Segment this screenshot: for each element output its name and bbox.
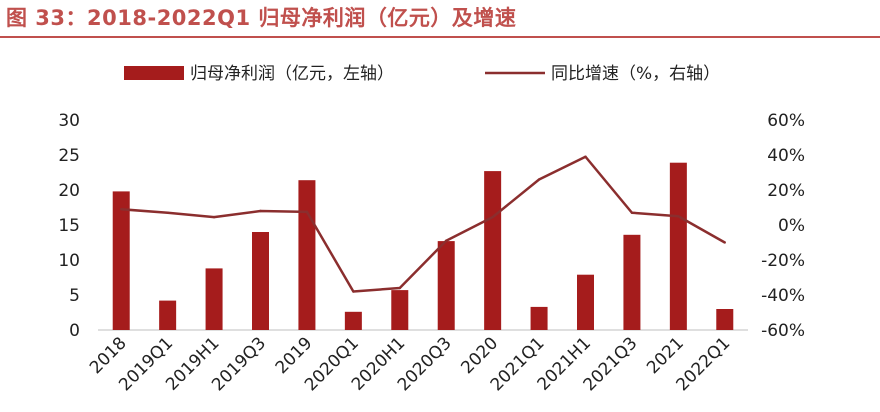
bar [112, 191, 130, 330]
growth-point [584, 155, 587, 158]
bar [252, 232, 269, 330]
right-tick-label: 20% [767, 181, 805, 201]
bar [530, 306, 548, 330]
legend-bar-swatch [124, 66, 184, 80]
growth-point [305, 210, 309, 214]
bar [159, 300, 177, 330]
right-axis-ticks: -60% -40% -20% 0% 20% 40% 60% [761, 111, 805, 341]
right-tick-label: -20% [761, 251, 805, 271]
left-tick-label: 5 [69, 286, 80, 306]
bar [391, 290, 409, 330]
growth-point [723, 241, 726, 244]
right-tick-label: 40% [767, 146, 805, 166]
chart-title: 图 33：2018-2022Q1 归母净利润（亿元）及增速 [6, 6, 517, 30]
bar-series [112, 162, 734, 330]
line-series [120, 155, 726, 293]
bar [437, 241, 455, 330]
growth-point [212, 215, 216, 219]
legend-bar-label: 归母净利润（亿元，左轴） [190, 64, 394, 84]
left-tick-label: 30 [58, 111, 80, 131]
bar [623, 234, 641, 330]
left-tick-label: 10 [58, 251, 80, 271]
growth-point [677, 215, 680, 218]
bar [577, 274, 594, 330]
legend-line-label: 同比增速（%，右轴） [551, 64, 720, 84]
bar [484, 171, 502, 330]
growth-point [398, 286, 401, 290]
bar [669, 162, 687, 330]
growth-line [121, 155, 726, 293]
left-tick-label: 20 [58, 181, 80, 201]
growth-point [120, 208, 123, 211]
left-tick-label: 15 [58, 216, 80, 236]
bar [298, 180, 316, 330]
right-tick-label: -60% [761, 321, 805, 341]
right-tick-label: 0% [778, 216, 805, 236]
bar [344, 311, 362, 330]
right-tick-label: 60% [767, 111, 805, 131]
left-tick-label: 0 [69, 321, 80, 341]
bar [205, 268, 223, 330]
legend: 归母净利润（亿元，左轴） 同比增速（%，右轴） [124, 64, 720, 84]
title-divider [0, 36, 880, 38]
growth-point [630, 211, 634, 214]
growth-point [445, 239, 448, 242]
growth-point [537, 178, 541, 181]
growth-point [166, 211, 169, 214]
right-tick-label: -40% [761, 286, 805, 306]
left-tick-label: 25 [58, 146, 80, 166]
growth-point [352, 290, 355, 293]
growth-point [259, 209, 262, 213]
left-axis-ticks: 0 5 10 15 20 25 30 [58, 111, 80, 341]
bar [716, 309, 734, 330]
growth-point [491, 215, 494, 219]
